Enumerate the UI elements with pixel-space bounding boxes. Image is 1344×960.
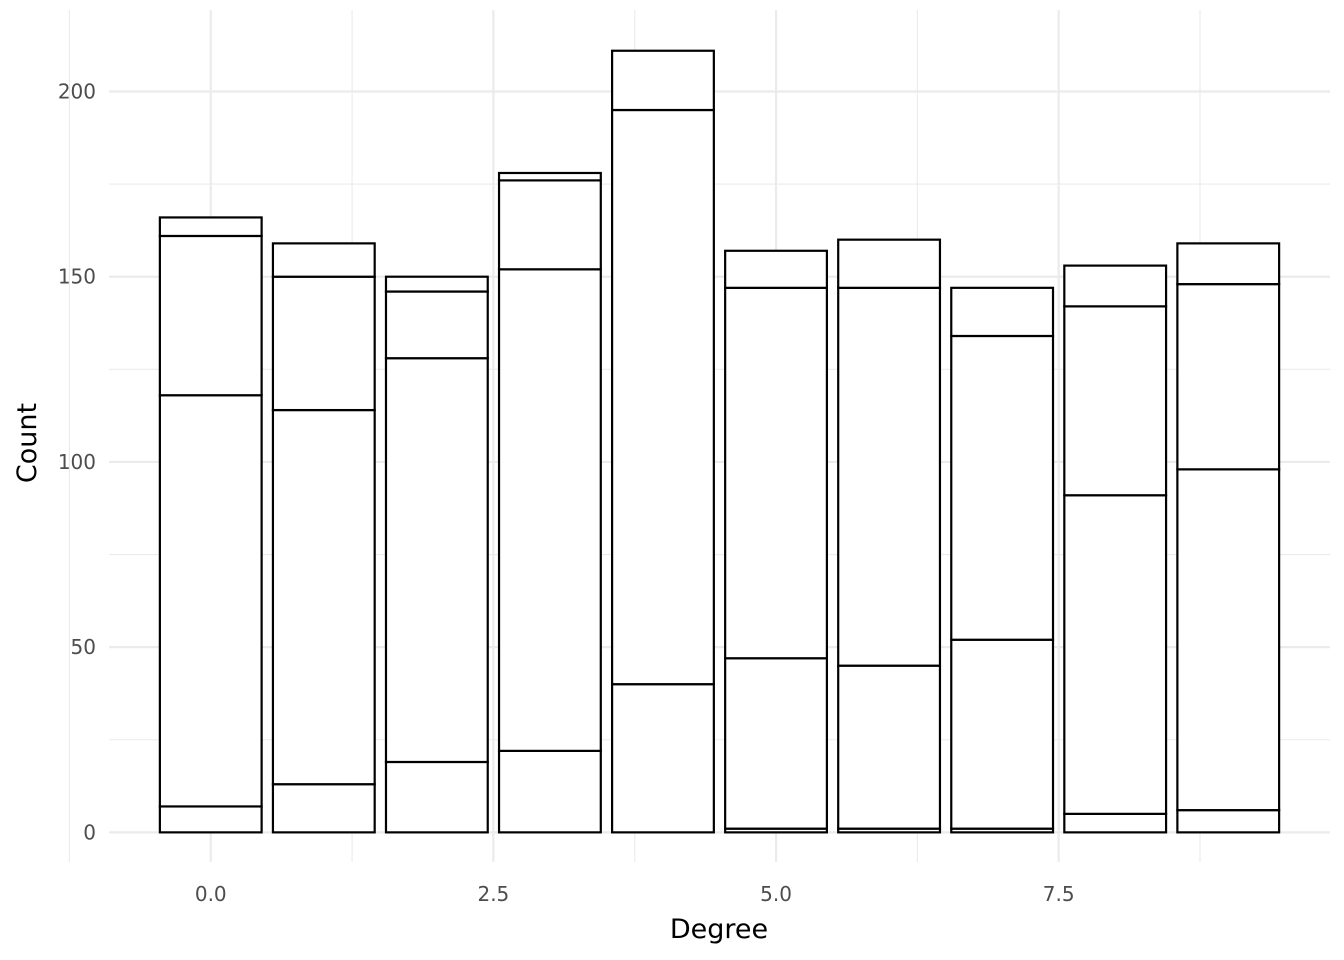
bar-segment [1176, 242, 1281, 286]
y-tick-label: 150 [58, 265, 96, 289]
bar-segment [1063, 812, 1168, 834]
bar-segment [610, 683, 715, 834]
x-tick-label: 7.5 [1043, 882, 1075, 906]
bar-segment [1176, 468, 1281, 812]
bar-segment [271, 408, 376, 786]
bar-segment [724, 286, 829, 660]
y-tick-label: 50 [71, 635, 96, 659]
bar-segment [610, 108, 715, 686]
bar-segment [271, 275, 376, 412]
bar-segment [950, 286, 1055, 338]
bar-segment [271, 783, 376, 834]
bar-segment [1063, 264, 1168, 308]
y-tick-label: 200 [58, 79, 96, 103]
bar-segment [384, 357, 489, 764]
x-tick-label: 5.0 [760, 882, 792, 906]
bar-segment [158, 234, 263, 397]
bar-segment [837, 664, 942, 830]
bar-segment [497, 749, 602, 834]
bar-segment [837, 286, 942, 667]
bar-segment [610, 49, 715, 112]
bar-segment [497, 171, 602, 182]
bar-segment [384, 760, 489, 834]
bar-segment [724, 249, 829, 289]
bar-segment [724, 657, 829, 830]
bar-segment [1063, 305, 1168, 497]
bar-segment [1176, 283, 1281, 471]
y-axis-title: Count [12, 403, 43, 483]
bar-segment [384, 275, 489, 293]
bar-segment [271, 242, 376, 278]
bar-segment [950, 334, 1055, 641]
bar-segment [158, 216, 263, 238]
bar-segment [384, 290, 489, 360]
bar-segment [950, 638, 1055, 830]
x-axis-ticks: 0.0 2.5 5.0 7.5 [195, 882, 1075, 906]
bar-segment [837, 238, 942, 289]
y-tick-label: 0 [83, 820, 96, 844]
bars [158, 49, 1281, 834]
y-tick-label: 100 [58, 450, 96, 474]
x-axis-title: Degree [670, 914, 768, 945]
x-tick-label: 2.5 [477, 882, 509, 906]
y-axis-ticks: 0 50 100 150 200 [58, 79, 96, 844]
bar-segment [1176, 809, 1281, 834]
bar-segment [1063, 494, 1168, 815]
x-tick-label: 0.0 [195, 882, 227, 906]
bar-segment [158, 805, 263, 834]
bar-segment [497, 179, 602, 271]
bar-segment [497, 268, 602, 752]
bar-segment [158, 394, 263, 808]
